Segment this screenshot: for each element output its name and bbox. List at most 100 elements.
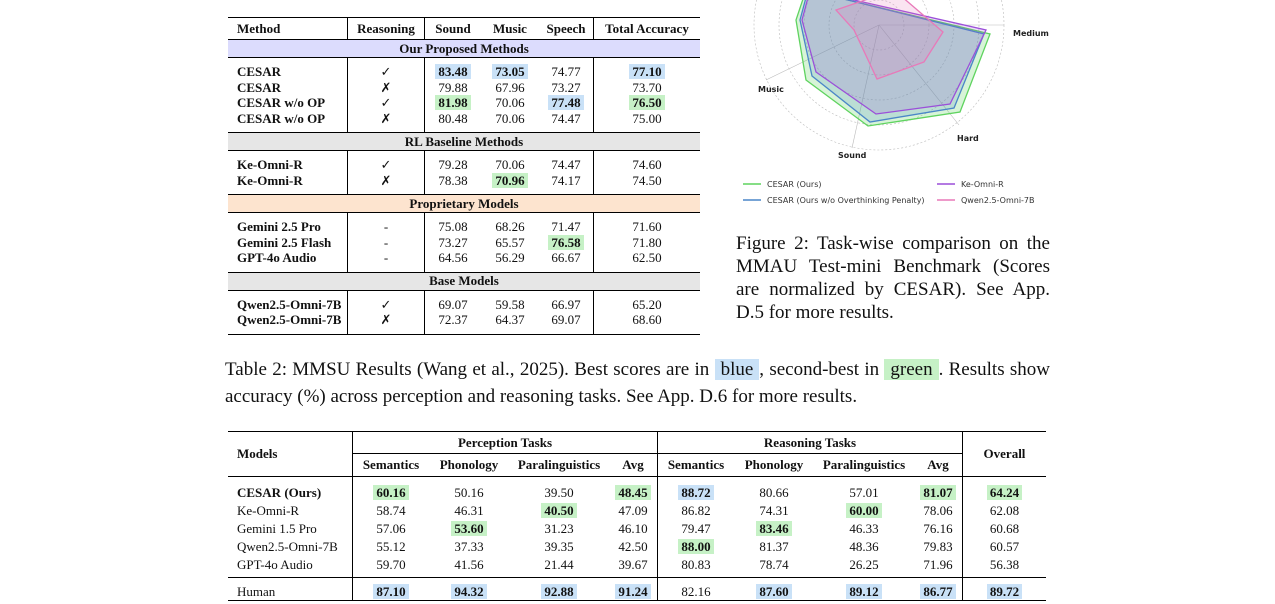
col-total: Total Accuracy [593, 17, 700, 40]
sub-avg-r: Avg [927, 457, 949, 472]
value: 60.68 [989, 520, 1020, 536]
value: 74.50 [632, 172, 662, 188]
value: 74.47 [551, 110, 581, 126]
table-row: Gemini 1.5 Pro 57.06 53.60 31.23 46.10 79.47 8… [228, 519, 1046, 537]
method-name: CESAR w/o OP [237, 110, 326, 126]
model-name: Gemini 1.5 Pro [237, 520, 317, 536]
value: 83.48 [435, 64, 471, 80]
radar-label-sound: Sound [838, 151, 867, 160]
radar-label-hard: Hard [957, 134, 979, 143]
table-1: Method Reasoning Sound Music Speech Tota… [228, 17, 700, 335]
series-ke-omni-r [801, 0, 987, 115]
table-row: Qwen2.5-Omni-7B 55.12 37.33 39.35 42.50 88.00… [228, 537, 1046, 555]
section-row: RL Baseline Methods [228, 132, 700, 151]
table-2: Models Perception Tasks Reasoning Tasks … [228, 431, 1046, 601]
value: 62.50 [632, 250, 662, 266]
value: 21.44 [544, 556, 574, 572]
caption-part-1: Table 2: MMSU Results (Wang et al., 2025… [225, 359, 715, 380]
value: 46.33 [849, 520, 879, 536]
value: 73.27 [438, 234, 468, 250]
value: 91.24 [615, 583, 651, 599]
caption-blue-word: blue [714, 359, 760, 380]
table-row: GPT-4o Audio 59.70 41.56 21.44 39.67 80.83 78.… [228, 555, 1046, 573]
reasoning-mark: ✗ [347, 172, 425, 188]
value: 82.16 [681, 583, 711, 599]
caption-part-3: . Results show accuracy (%) across perce… [225, 359, 1050, 407]
value: 76.16 [923, 520, 953, 536]
model-name: Ke-Omni-R [237, 502, 300, 518]
series-qwen [834, 0, 944, 80]
value: 74.47 [551, 157, 581, 173]
sub-paralinguistics-r: Paralinguistics [822, 457, 906, 472]
value: 77.48 [548, 95, 584, 111]
value: 71.47 [551, 219, 581, 235]
value: 70.06 [495, 95, 525, 111]
caption-green-word: green [884, 359, 939, 380]
value: 89.12 [846, 583, 882, 599]
value: 40.50 [541, 502, 577, 518]
value: 39.67 [618, 556, 648, 572]
method-name: Qwen2.5-Omni-7B [237, 312, 342, 328]
table-row: CESAR w/o OP ✓ 81.98 70.06 77.48 76.50 [228, 95, 700, 111]
table-row: CESAR (Ours) 60.16 50.16 39.50 48.45 88.72 80.… [228, 483, 1046, 501]
value: 74.60 [632, 157, 662, 173]
radar-label-music: Music [758, 85, 784, 94]
value: 81.98 [435, 95, 471, 111]
model-name: GPT-4o Audio [237, 556, 313, 572]
method-name: CESAR [237, 79, 282, 95]
value: 74.31 [759, 502, 789, 518]
figure-caption: Figure 2: Task-wise comparison on the MM… [736, 233, 1050, 323]
value: 55.12 [376, 538, 406, 554]
value: 57.06 [376, 520, 406, 536]
col-speech: Speech [546, 20, 586, 36]
model-name: Qwen2.5-Omni-7B [237, 538, 338, 554]
section-row: Base Models [228, 272, 700, 290]
group-perception: Perception Tasks [352, 431, 658, 454]
value: 31.23 [544, 520, 574, 536]
value: 56.38 [989, 556, 1020, 572]
value: 68.26 [495, 219, 525, 235]
value: 39.50 [544, 484, 574, 500]
table-2-subheader-row: Semantics Phonology Paralinguistics Avg … [228, 453, 1046, 477]
value: 79.28 [438, 157, 468, 173]
value: 71.60 [632, 219, 662, 235]
value: 64.37 [495, 312, 525, 328]
value: 69.07 [551, 312, 581, 328]
sub-avg-p: Avg [622, 457, 644, 472]
value: 60.57 [989, 538, 1020, 554]
value: 75.08 [438, 219, 468, 235]
value: 64.24 [986, 484, 1023, 500]
value: 50.16 [454, 484, 484, 500]
value: 65.20 [632, 296, 662, 312]
col-reasoning: Reasoning [347, 17, 425, 40]
value: 42.50 [618, 538, 648, 554]
value: 39.35 [544, 538, 574, 554]
value: 88.00 [678, 538, 714, 554]
value: 74.77 [551, 64, 581, 80]
value: 48.36 [849, 538, 879, 554]
method-name: CESAR [237, 64, 282, 80]
value: 71.80 [632, 234, 662, 250]
section-title: Base Models [228, 272, 700, 290]
value: 67.96 [495, 79, 525, 95]
col-sound: Sound [424, 17, 481, 40]
section-title: RL Baseline Methods [228, 132, 700, 151]
legend-cesar: CESAR (Ours) [767, 180, 822, 189]
value: 94.32 [451, 583, 487, 599]
method-name: CESAR w/o OP [237, 95, 326, 111]
table-row: Ke-Omni-R ✗ 78.38 70.96 74.17 74.50 [228, 172, 700, 188]
value: 58.74 [376, 502, 406, 518]
legend-qwen: Qwen2.5-Omni-7B [961, 196, 1035, 205]
value: 79.88 [438, 79, 468, 95]
value: 59.70 [376, 556, 406, 572]
sub-phonology-p: Phonology [439, 457, 499, 472]
value: 71.96 [923, 556, 953, 572]
section-row: Proprietary Models [228, 194, 700, 213]
caption-part-2: , second-best in [759, 359, 885, 380]
value: 83.46 [756, 520, 792, 536]
value: 65.57 [495, 234, 525, 250]
value: 60.16 [373, 484, 409, 500]
value: 79.47 [681, 520, 711, 536]
reasoning-mark: ✓ [347, 157, 425, 173]
value: 69.07 [438, 296, 468, 312]
